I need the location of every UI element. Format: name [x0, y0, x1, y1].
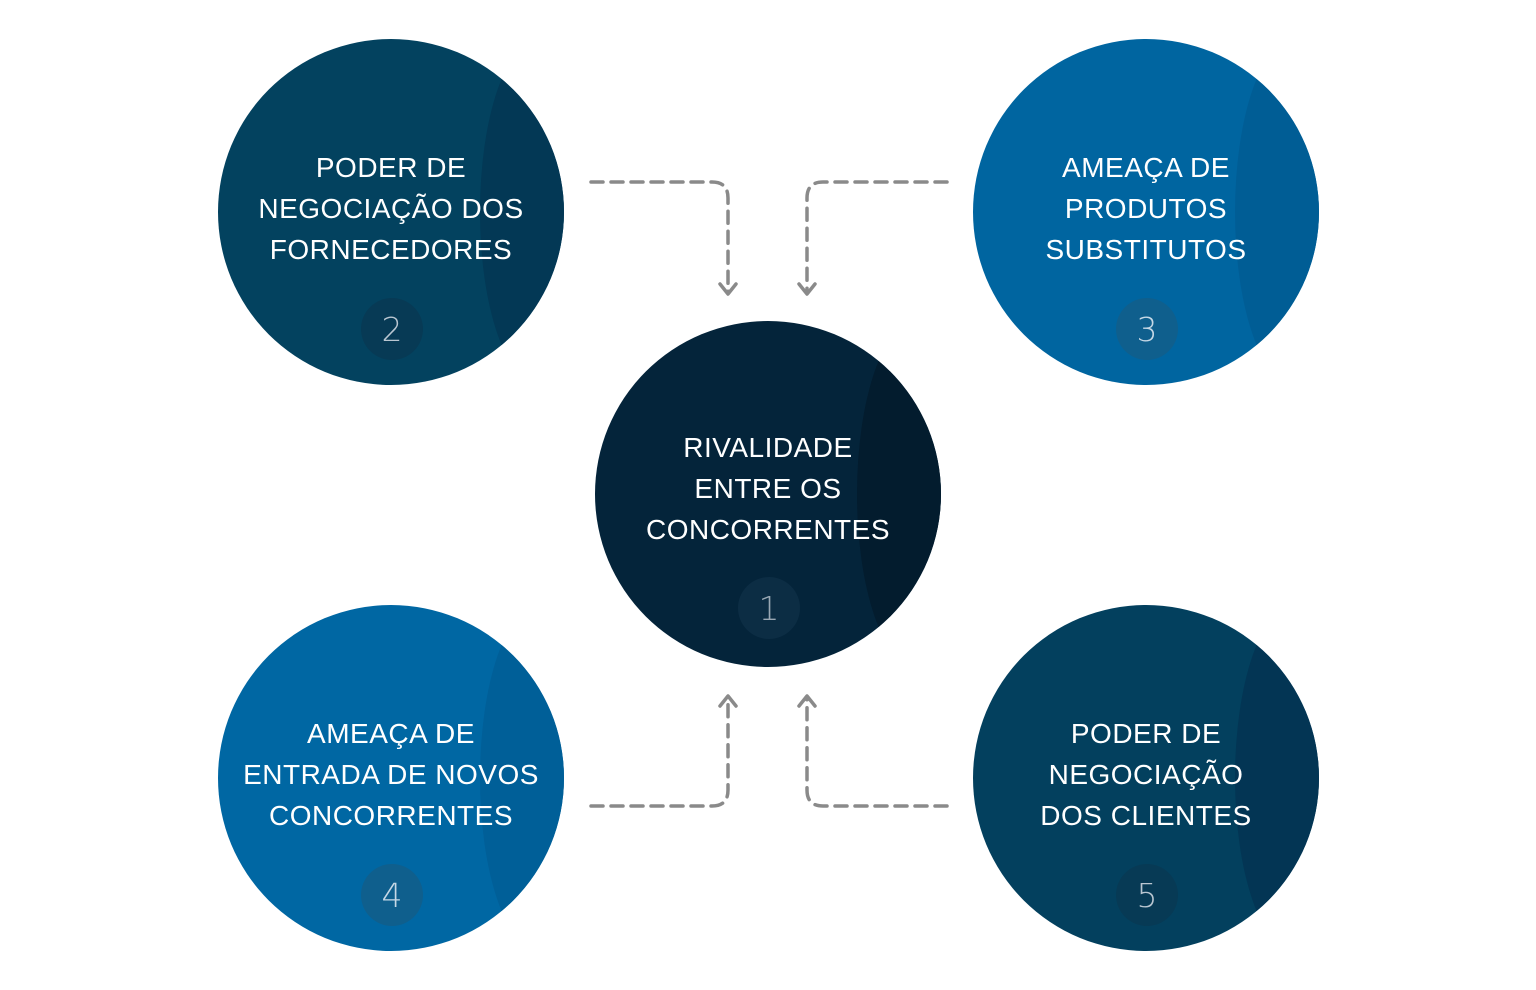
force-buyer-power: PODER DE NEGOCIAÇÃO DOS CLIENTES 5	[973, 605, 1319, 951]
label-line: ENTRE OS	[694, 473, 842, 504]
label-line: PODER DE	[1070, 718, 1222, 749]
label-line: NEGOCIAÇÃO	[1048, 759, 1244, 790]
force-label: AMEAÇA DE ENTRADA DE NOVOS CONCORRENTES	[218, 713, 564, 836]
label-line: AMEAÇA DE	[307, 718, 475, 749]
label-line: DOS CLIENTES	[1040, 800, 1252, 831]
label-line: ENTRADA DE NOVOS	[243, 759, 539, 790]
arrow-from-suppliers	[589, 180, 730, 294]
arrow-from-buyers	[805, 696, 949, 808]
label-line: PODER DE	[315, 152, 467, 183]
label-line: CONCORRENTES	[268, 800, 513, 831]
force-new-entrants-threat: AMEAÇA DE ENTRADA DE NOVOS CONCORRENTES …	[218, 605, 564, 951]
force-label: AMEAÇA DE PRODUTOS SUBSTITUTOS	[973, 147, 1319, 270]
force-substitutes-threat: AMEAÇA DE PRODUTOS SUBSTITUTOS 3	[973, 39, 1319, 385]
label-line: CONCORRENTES	[645, 514, 890, 545]
arrowhead-substitutes	[797, 282, 817, 296]
arrowhead-suppliers	[718, 282, 738, 296]
label-line: SUBSTITUTOS	[1045, 234, 1247, 265]
label-line: NEGOCIAÇÃO DOS	[258, 193, 524, 224]
force-number-badge: 1	[738, 577, 800, 639]
force-label: PODER DE NEGOCIAÇÃO DOS FORNECEDORES	[218, 147, 564, 270]
arrowhead-new-entrants	[718, 694, 738, 708]
force-number-badge: 5	[1116, 864, 1178, 926]
arrow-from-new-entrants	[589, 696, 730, 808]
force-competitive-rivalry: RIVALIDADE ENTRE OS CONCORRENTES 1	[595, 321, 941, 667]
label-line: RIVALIDADE	[683, 432, 853, 463]
arrow-from-substitutes	[805, 180, 949, 294]
arrowhead-buyers	[797, 694, 817, 708]
force-label: RIVALIDADE ENTRE OS CONCORRENTES	[595, 427, 941, 550]
label-line: FORNECEDORES	[269, 234, 513, 265]
label-line: AMEAÇA DE	[1062, 152, 1230, 183]
force-label: PODER DE NEGOCIAÇÃO DOS CLIENTES	[973, 713, 1319, 836]
force-supplier-power: PODER DE NEGOCIAÇÃO DOS FORNECEDORES 2	[218, 39, 564, 385]
force-number-badge: 2	[361, 298, 423, 360]
label-line: PRODUTOS	[1064, 193, 1228, 224]
force-number-badge: 4	[361, 864, 423, 926]
force-number-badge: 3	[1116, 298, 1178, 360]
